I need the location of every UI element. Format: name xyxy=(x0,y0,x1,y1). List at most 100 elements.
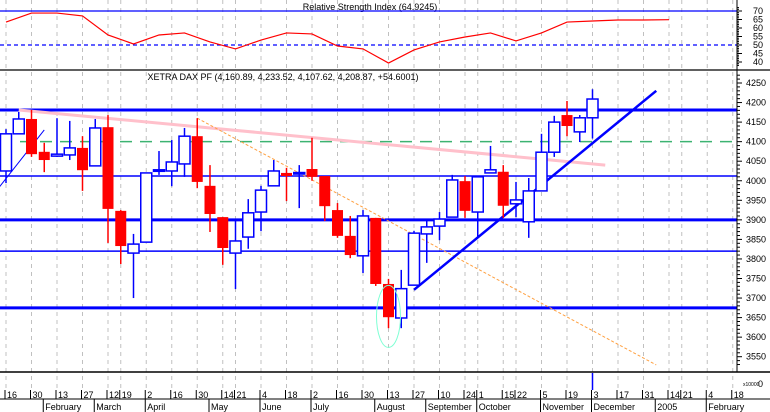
month-label: May xyxy=(211,402,229,412)
trend-line xyxy=(413,89,658,291)
date-tick-label: 18 xyxy=(734,390,744,400)
month-label: October xyxy=(479,402,511,412)
candle-body xyxy=(204,185,216,214)
candle-body xyxy=(38,151,50,161)
date-tick-label: 27 xyxy=(84,390,94,400)
candle xyxy=(293,165,306,209)
date-tick-label: 16 xyxy=(339,390,349,400)
candle-body xyxy=(12,118,25,135)
candle xyxy=(370,217,382,286)
candle xyxy=(267,160,280,187)
price-tick-label: 3900 xyxy=(746,215,766,225)
candle xyxy=(38,142,50,173)
price-tick-label: 3600 xyxy=(746,332,766,342)
price-tick-label: 4100 xyxy=(746,137,766,147)
date-tick-label: 16 xyxy=(173,390,183,400)
scale-note: x10000 xyxy=(743,382,760,388)
date-tick-label: 10 xyxy=(441,390,451,400)
month-label: August xyxy=(377,402,406,412)
candle-body xyxy=(191,136,203,182)
date-tick-label: 14 xyxy=(224,390,234,400)
candle-body xyxy=(509,199,523,205)
candle xyxy=(383,278,394,329)
candle xyxy=(26,109,37,157)
date-tick-label: 30 xyxy=(33,390,43,400)
rsi-tick-label: 45 xyxy=(753,49,763,59)
candle xyxy=(115,210,127,265)
rsi-tick-label: 55 xyxy=(753,32,763,42)
candle-body xyxy=(370,217,382,284)
candle-body xyxy=(178,135,191,165)
date-tick-label: 15 xyxy=(504,390,514,400)
candle xyxy=(102,115,114,243)
candle-body xyxy=(140,172,153,243)
date-tick-label: 2 xyxy=(147,390,152,400)
candle-body xyxy=(63,147,76,156)
price-tick-label: 3850 xyxy=(746,234,766,244)
rsi-tick-label: 65 xyxy=(753,15,763,25)
candle xyxy=(217,217,229,265)
candle xyxy=(178,127,191,177)
candle-body xyxy=(420,226,433,235)
date-tick-label: 16 xyxy=(7,390,17,400)
candle xyxy=(497,165,509,218)
candle xyxy=(242,199,255,249)
candle-body xyxy=(319,176,331,207)
candle xyxy=(522,178,535,238)
trend-line xyxy=(18,108,606,167)
rsi-tick-label: 70 xyxy=(753,6,763,16)
candle xyxy=(420,221,433,263)
candle-body xyxy=(433,218,446,227)
candle-body xyxy=(356,215,370,257)
highlight-ellipse xyxy=(376,284,401,348)
candle-body xyxy=(293,171,306,175)
price-tick-label: 3650 xyxy=(746,313,766,323)
candle-body xyxy=(254,189,268,213)
candle xyxy=(561,100,573,137)
date-tick-label: 4 xyxy=(262,390,267,400)
month-label: April xyxy=(147,402,165,412)
candle-body xyxy=(535,151,548,192)
price-tick-label: 4150 xyxy=(746,117,766,127)
date-tick-label: 4 xyxy=(708,390,713,400)
date-tick-label: 13 xyxy=(390,390,400,400)
month-label: March xyxy=(96,402,121,412)
candle-body xyxy=(242,212,255,238)
candle-body xyxy=(446,179,459,218)
candle xyxy=(306,137,318,181)
candle xyxy=(127,233,140,299)
price-tick-label: 4050 xyxy=(746,156,766,166)
rsi-panel: Relative Strength Index (64.9245) xyxy=(0,2,737,64)
candle xyxy=(63,120,76,161)
price-tick-label: 3800 xyxy=(746,254,766,264)
date-tick-label: 12 xyxy=(109,390,119,400)
candle xyxy=(204,165,216,232)
candle xyxy=(407,230,421,286)
price-tick-label: 4250 xyxy=(746,78,766,88)
date-tick-label: 2 xyxy=(313,390,318,400)
candle-body xyxy=(281,172,292,177)
rsi-tick-label: 50 xyxy=(753,40,763,50)
month-label: June xyxy=(262,402,282,412)
candle xyxy=(471,176,484,238)
candle xyxy=(165,140,178,187)
date-tick-label: 27 xyxy=(415,390,425,400)
price-tick-label: 4200 xyxy=(746,98,766,108)
candle-body xyxy=(115,210,127,247)
candle-body xyxy=(561,115,573,127)
candle-body xyxy=(407,232,421,286)
rsi-title: Relative Strength Index (64.9245) xyxy=(303,2,438,12)
candle-body xyxy=(344,235,356,256)
candle-body xyxy=(332,210,343,236)
month-label: December xyxy=(594,402,636,412)
date-tick-label: 30 xyxy=(364,390,374,400)
candle xyxy=(281,167,292,202)
price-tick-label: 3950 xyxy=(746,195,766,205)
scale-value: 0 xyxy=(758,379,763,389)
candle-body xyxy=(497,171,509,206)
candle-body xyxy=(50,153,64,157)
price-tick-label: 3750 xyxy=(746,274,766,284)
candle-body xyxy=(471,176,484,213)
candle-body xyxy=(229,240,242,254)
